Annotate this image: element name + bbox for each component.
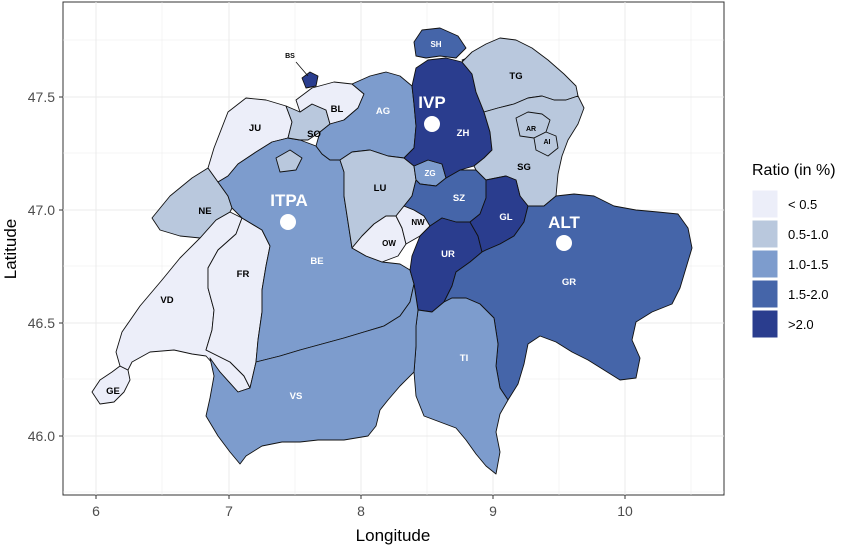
label-vd: VD (160, 295, 173, 306)
bs-leader-line (295, 61, 309, 77)
x-axis-title: Longitude (356, 526, 431, 545)
canton-ge (91, 365, 131, 405)
legend-swatch-15-20 (751, 279, 779, 309)
site-marker-alt (556, 235, 572, 251)
site-label-itpa: ITPA (270, 191, 307, 210)
canton-vs (205, 283, 419, 465)
legend-swatch-gt20 (751, 309, 779, 339)
site-marker-ivp (424, 116, 440, 132)
cantons (91, 27, 693, 475)
y-tick-label: 46.5 (28, 315, 55, 331)
legend-label: >2.0 (788, 317, 814, 332)
site-marker-itpa (280, 214, 296, 230)
site-label-alt: ALT (548, 213, 580, 232)
site-label-ivp: IVP (418, 93, 445, 112)
y-tick-label: 46.0 (28, 428, 55, 444)
legend: Ratio (in %) < 0.5 0.5-1.0 1.0-1.5 1.5-2… (751, 162, 836, 339)
label-ag: AG (376, 106, 390, 117)
label-sz: SZ (453, 193, 465, 204)
label-sg: SG (517, 162, 531, 173)
x-tick-label: 10 (617, 503, 633, 519)
canton-ti (413, 297, 509, 475)
legend-label: < 0.5 (788, 197, 817, 212)
legend-swatch-10-15 (751, 249, 779, 279)
label-tg: TG (509, 71, 522, 82)
canton-sg (473, 95, 585, 207)
label-ti: TI (460, 353, 468, 364)
y-tick-label: 47.0 (28, 202, 55, 218)
label-ge: GE (106, 386, 120, 397)
label-ow: OW (382, 239, 396, 248)
label-sh: SH (430, 40, 441, 49)
label-nw: NW (411, 218, 425, 227)
x-axis: 6 7 8 9 10 Longitude (92, 495, 633, 545)
canton-ar (515, 111, 551, 139)
canton-gr (443, 193, 693, 401)
study-sites: ITPA IVP ALT (270, 93, 581, 251)
y-axis: 46.0 46.5 47.0 47.5 Latitude (1, 89, 63, 444)
label-fr: FR (237, 269, 250, 280)
legend-title: Ratio (in %) (752, 162, 836, 179)
canton-bs (301, 71, 319, 89)
label-zg: ZG (424, 169, 435, 178)
label-vs: VS (290, 391, 303, 402)
x-tick-label: 9 (489, 503, 497, 519)
canton-labels: GE VD FR NE JU BE SO BL BS AG LU OW NW Z… (106, 40, 576, 402)
label-zh: ZH (457, 128, 470, 139)
legend-swatch-05-10 (751, 219, 779, 249)
legend-label: 1.5-2.0 (788, 287, 828, 302)
x-tick-label: 7 (225, 503, 233, 519)
y-axis-title: Latitude (1, 219, 20, 280)
x-tick-label: 8 (357, 503, 365, 519)
label-bl: BL (331, 104, 344, 115)
label-gr: GR (562, 277, 576, 288)
label-bs: BS (285, 53, 295, 60)
y-tick-label: 47.5 (28, 89, 55, 105)
legend-label: 0.5-1.0 (788, 227, 828, 242)
legend-swatch-lt05 (751, 189, 779, 219)
label-lu: LU (374, 183, 387, 194)
x-tick-label: 6 (92, 503, 100, 519)
label-ur: UR (441, 249, 455, 260)
label-gl: GL (499, 212, 512, 223)
legend-label: 1.0-1.5 (788, 257, 828, 272)
label-ju: JU (249, 123, 261, 134)
label-so: SO (307, 129, 321, 140)
label-ai: AI (544, 139, 551, 146)
canton-ai (533, 131, 559, 157)
label-be: BE (310, 256, 323, 267)
label-ne: NE (198, 206, 211, 217)
label-ar: AR (526, 126, 536, 133)
